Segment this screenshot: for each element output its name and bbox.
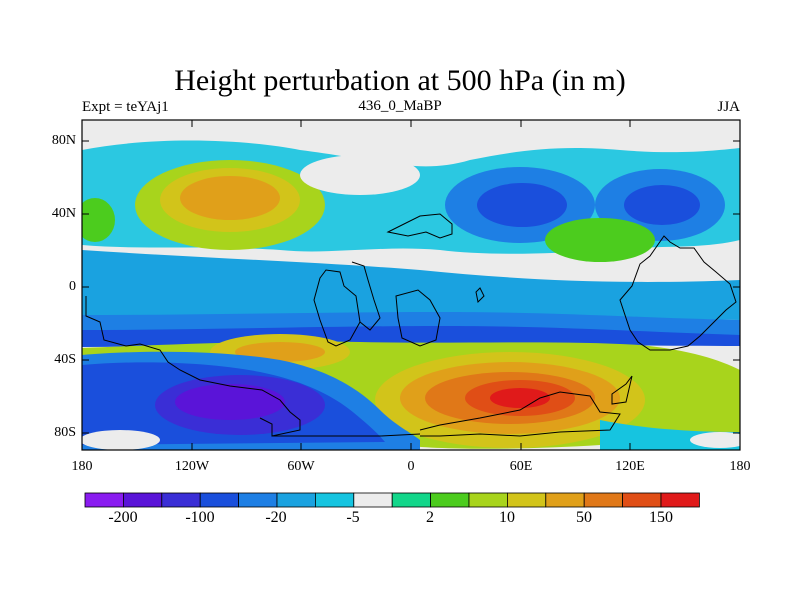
plot-title: Height perturbation at 500 hPa (in m)	[174, 64, 626, 97]
colorbar-label: -200	[108, 509, 138, 526]
colorbar-swatch	[84, 492, 124, 508]
colorbar-swatch	[506, 492, 547, 508]
lon-label-120e: 120E	[615, 459, 645, 474]
colorbar-swatch	[314, 492, 355, 508]
colorbar-swatch	[583, 492, 624, 508]
colorbar-swatch	[199, 492, 239, 508]
axis-ticks	[81, 120, 741, 450]
colorbar-swatch	[123, 492, 163, 508]
colorbar-label: 10	[499, 509, 515, 526]
lat-label-equator: 0	[69, 279, 76, 294]
colorbar-swatch	[276, 492, 316, 508]
time-label: 436_0_MaBP	[358, 98, 442, 114]
colorbar-swatch	[660, 492, 700, 508]
colorbar-label: -100	[185, 509, 215, 526]
lat-label-80n: 80N	[51, 133, 76, 148]
lon-label-180w: 180	[71, 459, 93, 474]
lat-label-40n: 40N	[51, 206, 76, 221]
lon-label-60e: 60E	[509, 459, 533, 474]
season-label: JJA	[717, 99, 740, 115]
colorbar-label: 150	[649, 509, 673, 526]
colorbar-swatch	[391, 492, 432, 508]
colorbar-swatch	[353, 492, 393, 508]
lat-label-40s: 40S	[54, 352, 76, 367]
colorbar-swatch	[622, 492, 662, 508]
colorbar	[84, 492, 700, 508]
colorbar-swatch	[238, 492, 278, 508]
colorbar-swatch	[468, 492, 508, 508]
colorbar-label: 50	[576, 509, 592, 526]
contour-field	[82, 120, 740, 450]
colorbar-swatch	[430, 492, 470, 508]
colorbar-label: -20	[265, 509, 287, 526]
colorbar-label: 2	[426, 509, 434, 526]
lat-label-80s: 80S	[54, 425, 76, 440]
colorbar-swatch	[545, 492, 585, 508]
lon-label-0: 0	[407, 459, 415, 474]
lon-label-180e: 180	[729, 459, 751, 474]
colorbar-label: -5	[346, 509, 360, 526]
lon-label-60w: 60W	[287, 459, 315, 474]
lon-label-120w: 120W	[174, 459, 210, 474]
colorbar-swatch	[161, 492, 201, 508]
experiment-label: Expt = teYAj1	[82, 99, 169, 115]
